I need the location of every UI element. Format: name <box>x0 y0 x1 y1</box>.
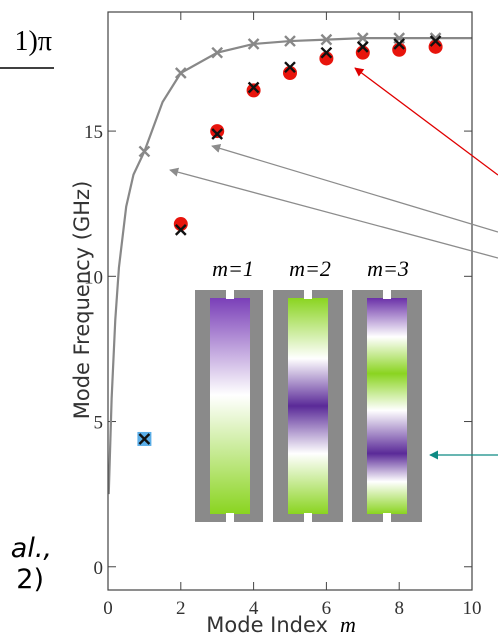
fragment-text: 1)π <box>15 26 52 57</box>
y-tick-label: 5 <box>94 413 104 434</box>
x-tick-label: 4 <box>249 598 259 619</box>
notch <box>226 513 234 522</box>
point <box>211 46 224 59</box>
notch <box>226 290 234 299</box>
point <box>247 38 260 50</box>
inset-label: m=2 <box>289 256 331 281</box>
point <box>284 61 296 74</box>
point <box>174 67 187 79</box>
point <box>429 35 442 47</box>
arrow <box>169 167 498 259</box>
point <box>356 41 369 53</box>
point <box>210 124 225 139</box>
point <box>138 433 151 445</box>
point <box>356 32 369 44</box>
y-tick-label: 10 <box>84 267 103 288</box>
notch <box>304 290 312 299</box>
notch <box>383 290 391 299</box>
inset <box>190 288 428 522</box>
x-tick-label: 0 <box>103 598 113 619</box>
mode-image <box>367 298 407 514</box>
point <box>246 83 261 98</box>
notch <box>304 513 312 522</box>
plot-frame <box>107 11 473 591</box>
plot: 0 2 4 6 8 10 0 5 10 15 <box>84 12 482 619</box>
notch <box>383 513 391 522</box>
point <box>211 128 224 140</box>
point <box>284 35 296 47</box>
fragment-text: al., <box>11 533 52 564</box>
x-axis-label: Mode Index <box>206 613 328 637</box>
arrow <box>211 144 498 233</box>
inset-label: m=1 <box>212 256 254 281</box>
x-tick-label: 2 <box>176 598 186 619</box>
point <box>247 81 260 94</box>
y-axis-label: Mode Frequency (GHz) <box>70 181 94 420</box>
arrow <box>354 67 498 176</box>
point <box>138 145 151 158</box>
y-tick-label: 0 <box>94 558 104 579</box>
inset-label: m=3 <box>367 256 409 281</box>
point <box>320 46 333 59</box>
x-tick-label: 8 <box>394 598 404 619</box>
point <box>174 223 187 236</box>
x-axis-symbol: m <box>340 612 356 637</box>
fragment-text: 2) <box>16 564 44 595</box>
mode-image <box>210 298 250 514</box>
x-tick-label: 10 <box>463 598 482 619</box>
y-tick-label: 15 <box>84 122 103 143</box>
point <box>393 38 406 50</box>
mode-image <box>288 298 328 514</box>
point <box>320 33 333 46</box>
x-tick-label: 6 <box>322 598 332 619</box>
